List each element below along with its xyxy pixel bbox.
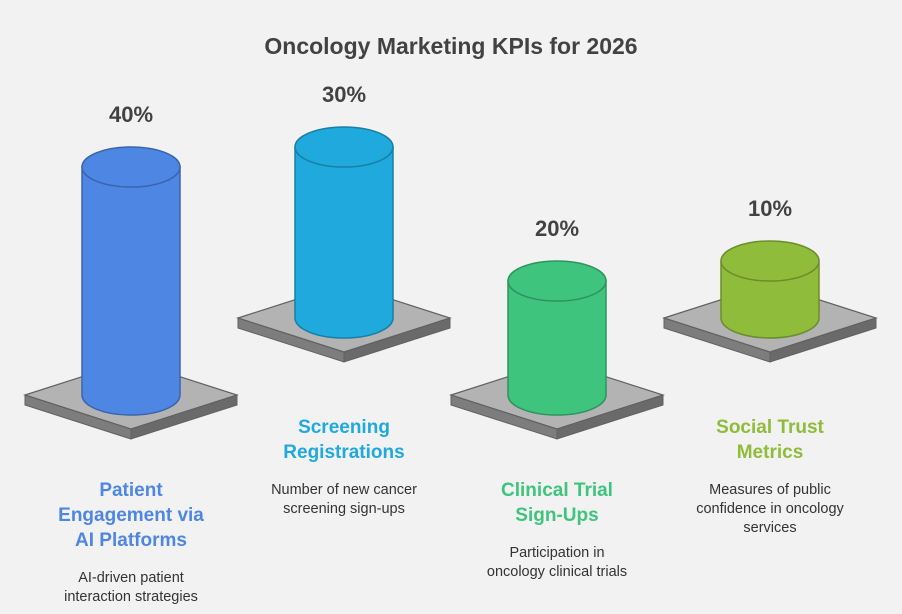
- kpi-column: 10% Social Trust Metrics Measures of public…: [662, 196, 878, 536]
- value-label: 20%: [535, 216, 579, 241]
- category-title-line: Sign-Ups: [515, 505, 598, 526]
- category-description-line: Measures of public: [709, 482, 831, 498]
- category-title: Clinical Trial Sign-Ups: [501, 480, 613, 526]
- bar-top: [294, 126, 394, 168]
- category-title-line: AI Platforms: [75, 530, 187, 551]
- bar-body: [81, 166, 181, 416]
- category-title-line: Screening: [298, 417, 390, 438]
- category-description: Measures of public confidence in oncology…: [696, 482, 844, 536]
- category-title-line: Clinical Trial: [501, 480, 613, 501]
- category-description-line: Number of new cancer: [271, 482, 417, 498]
- category-description: Participation in oncology clinical trials: [487, 545, 627, 580]
- category-description-line: confidence in oncology: [696, 501, 844, 517]
- category-title: Screening Registrations: [283, 417, 404, 463]
- category-title: Patient Engagement via AI Platforms: [58, 480, 204, 551]
- category-description-line: screening sign-ups: [283, 501, 405, 517]
- bar-body: [507, 280, 607, 416]
- kpi-column: 40% Patient Engagement via AI Platforms AI-d…: [23, 102, 239, 605]
- category-description: AI-driven patient interaction strategies: [64, 570, 198, 605]
- bar-top: [720, 240, 820, 282]
- chart-title: Oncology Marketing KPIs for 2026: [264, 33, 637, 59]
- category-description: Number of new cancer screening sign-ups: [271, 482, 417, 517]
- kpi-column: 20% Clinical Trial Sign-Ups Participation i…: [449, 216, 665, 580]
- category-title-line: Registrations: [283, 442, 404, 463]
- bar-body: [294, 146, 394, 339]
- kpi-column: 30% Screening Registrations Number of new c…: [236, 82, 452, 517]
- category-description-line: oncology clinical trials: [487, 564, 627, 580]
- value-label: 10%: [748, 196, 792, 221]
- bar-top: [81, 146, 181, 188]
- category-description-line: Participation in: [509, 545, 604, 561]
- category-title-line: Metrics: [737, 442, 804, 463]
- category-description-line: interaction strategies: [64, 589, 198, 605]
- category-title-line: Social Trust: [716, 417, 824, 438]
- value-label: 40%: [109, 102, 153, 127]
- category-title-line: Patient: [99, 480, 163, 501]
- bar-body: [720, 260, 820, 339]
- category-title: Social Trust Metrics: [716, 417, 824, 463]
- value-label: 30%: [322, 82, 366, 107]
- category-title-line: Engagement via: [58, 505, 204, 526]
- category-description-line: services: [743, 520, 796, 536]
- category-description-line: AI-driven patient: [78, 570, 184, 586]
- columns-group: 40% Patient Engagement via AI Platforms AI-d…: [23, 82, 878, 605]
- bar-top: [507, 260, 607, 302]
